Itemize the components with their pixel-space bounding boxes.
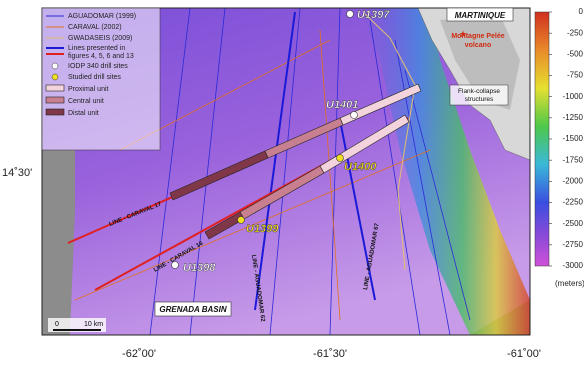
- volcano-label: Montagne Pelée: [451, 33, 504, 40]
- colorbar-tick-label: -1250: [563, 113, 584, 122]
- legend-label: figures 4, 5, 6 and 13: [68, 53, 134, 60]
- legend: AGUADOMAR (1999) CARAVAL (2002) GWADASEI…: [41, 7, 161, 151]
- legend-label: Proximal unit: [68, 86, 109, 93]
- site-label: U1400: [344, 161, 377, 173]
- colorbar-tick-label: -2000: [563, 176, 584, 185]
- colorbar-tick-label: -250: [567, 28, 584, 37]
- volcano-label: volcano: [465, 42, 491, 49]
- colorbar-tick-label: -750: [567, 71, 584, 80]
- colorbar-tick-label: -500: [567, 49, 584, 58]
- island-label: MARTINIQUE: [455, 11, 506, 20]
- basin-label: GRENADA BASIN: [159, 305, 226, 314]
- x-axis-label: -62˚00': [122, 348, 156, 360]
- legend-label: GWADASEIS (2009): [68, 35, 132, 42]
- legend-label: Distal unit: [68, 110, 99, 117]
- legend-label: IODP 340 drill sites: [68, 63, 128, 70]
- colorbar-tick-label: -1500: [563, 134, 584, 143]
- legend-label: CARAVAL (2002): [68, 24, 122, 31]
- drill-sites: U1397 U1401 U1400 U1399 U1398: [171, 9, 390, 274]
- star: ★: [459, 29, 467, 39]
- colorbar-unit: (meters): [555, 279, 584, 288]
- scale-label: 10 km: [84, 321, 103, 328]
- y-axis-label: 14˚30': [2, 167, 32, 179]
- colorbar-tick-label: -2750: [563, 240, 584, 249]
- colorbar: (meters) 0 -250 -500 -750 -1000 -1250 -1500 -17…: [534, 7, 584, 288]
- colorbar-tick-label: 0: [579, 7, 584, 16]
- legend-label: AGUADOMAR (1999): [68, 13, 136, 20]
- site-label: U1398: [183, 262, 216, 274]
- flank-label: Flank-collapse: [458, 88, 500, 95]
- scale-label: 0: [55, 321, 59, 328]
- colorbar-tick-label: -2250: [563, 198, 584, 207]
- colorbar-tick-label: -3000: [563, 261, 584, 270]
- x-axis-label: -61˚00': [507, 348, 541, 360]
- colorbar-tick-label: -2500: [563, 219, 584, 228]
- site-label: U1401: [326, 99, 358, 111]
- legend-label: Central unit: [68, 98, 104, 105]
- site-label: U1397: [357, 9, 390, 21]
- legend-label: Studied drill sites: [68, 74, 121, 81]
- legend-label: Lines presented in: [68, 45, 125, 52]
- colorbar-tick-label: -1000: [563, 92, 584, 101]
- flank-label: structures: [465, 96, 494, 103]
- colorbar-tick-label: -1750: [563, 155, 584, 164]
- site-label: U1399: [246, 223, 279, 235]
- x-axis-label: -61˚30': [313, 348, 347, 360]
